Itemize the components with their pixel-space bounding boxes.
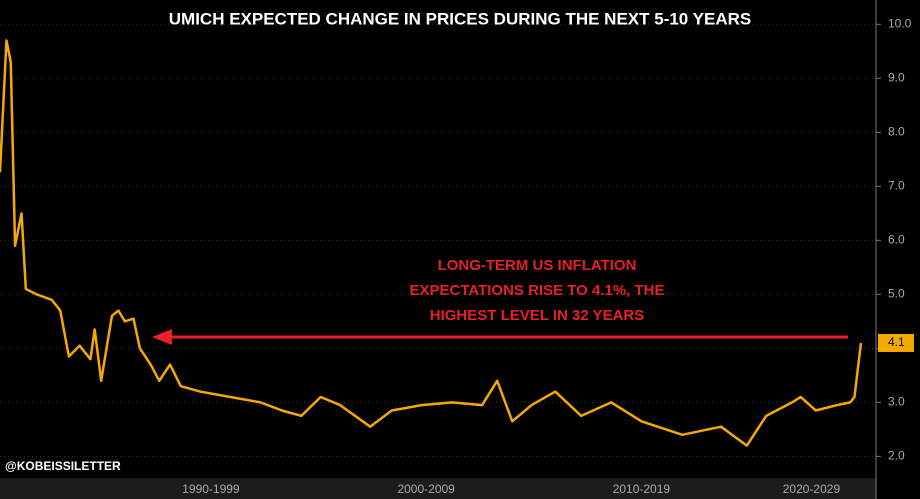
x-tick-label: 2020-2029 [783, 482, 841, 496]
y-tick-label: 3.0 [888, 395, 905, 409]
annotation: HIGHEST LEVEL IN 32 YEARS [430, 307, 645, 324]
y-tick-label: 10.0 [888, 16, 912, 30]
y-tick-label: 5.0 [888, 287, 905, 301]
watermark: @KOBEISSILETTER [5, 459, 121, 473]
current-value-box [878, 333, 914, 352]
chart-title: UMICH EXPECTED CHANGE IN PRICES DURING T… [169, 9, 752, 28]
x-tick-label: 2010-2019 [613, 482, 671, 496]
annotation: EXPECTATIONS RISE TO 4.1%, THE [409, 282, 664, 299]
x-axis-band [0, 478, 876, 499]
annotation: LONG-TERM US INFLATION [438, 257, 637, 274]
y-tick-label: 2.0 [888, 449, 905, 463]
current-value-label: 4.1 [888, 335, 905, 349]
y-tick-label: 6.0 [888, 233, 905, 247]
x-tick-label: 2000-2009 [397, 482, 455, 496]
y-tick-label: 9.0 [888, 70, 905, 84]
y-tick-label: 8.0 [888, 124, 905, 138]
line-series [0, 39, 863, 447]
x-tick-label: 1990-1999 [182, 482, 240, 496]
arrow-head [152, 329, 172, 345]
y-tick-label: 7.0 [888, 179, 905, 193]
